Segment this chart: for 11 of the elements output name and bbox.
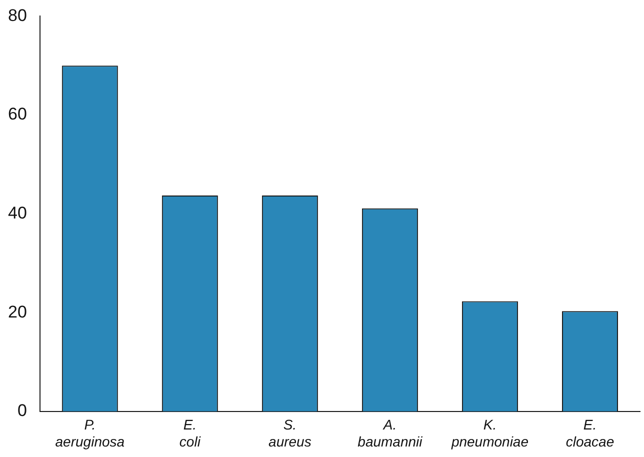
x-tick-label: E. coli (179, 416, 202, 450)
y-tick-label: 80 (8, 6, 27, 25)
x-tick-label: E. cloacae (566, 416, 614, 450)
x-tick-label: A. baumannii (358, 416, 424, 450)
x-tick-label: P. aeruginosa (55, 416, 125, 450)
y-tick-label: 40 (8, 203, 27, 222)
y-tick-label: 0 (17, 401, 27, 420)
x-tick-label: K. pneumoniae (450, 416, 529, 450)
x-tick-label: S. aureus (268, 416, 312, 450)
y-tick-label: 60 (8, 104, 27, 124)
y-tick-label: 20 (8, 302, 27, 322)
